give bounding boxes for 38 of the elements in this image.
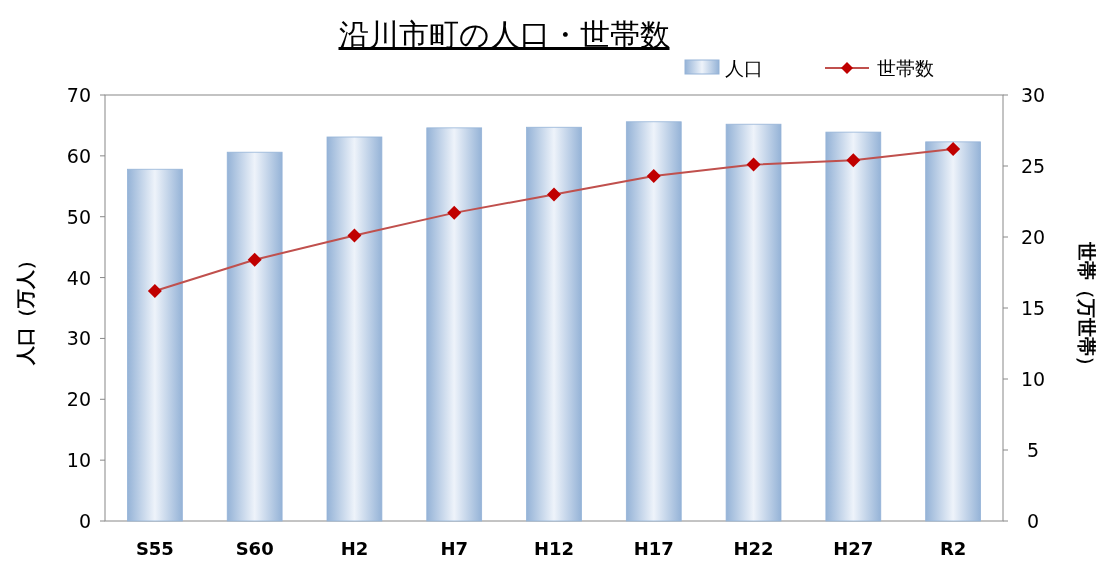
x-tick-label: S60 <box>235 538 274 559</box>
y2-tick-label: 20 <box>1020 226 1046 248</box>
y2-tick-label: 15 <box>1020 297 1046 319</box>
y2-tick-label: 0 <box>1026 510 1040 532</box>
bar <box>426 127 483 522</box>
y2-axis-title: 世帯（万世帯） <box>1076 240 1098 375</box>
bar <box>625 121 682 522</box>
y-axis-title: 人口（万人） <box>14 251 36 366</box>
bar <box>226 151 283 522</box>
x-tick-label: R2 <box>939 538 967 559</box>
bar <box>326 136 383 522</box>
y2-tick-label: 10 <box>1020 368 1046 390</box>
chart-title: 沿川市町の人口・世帯数 <box>338 17 670 52</box>
x-tick-label: H27 <box>833 538 874 559</box>
y-tick-label: 60 <box>66 144 91 167</box>
y2-tick-label: 30 <box>1020 84 1046 106</box>
bar <box>925 141 981 522</box>
bar <box>725 123 782 522</box>
y-tick-label: 50 <box>66 205 91 228</box>
y-tick-label: 30 <box>66 327 91 350</box>
bar <box>526 126 582 522</box>
x-tick-label: H2 <box>340 538 369 559</box>
y-tick-label: 40 <box>66 266 91 289</box>
x-tick-label: S55 <box>135 538 174 559</box>
bar <box>825 131 882 522</box>
y-tick-label: 70 <box>66 84 91 106</box>
x-tick-label: H22 <box>733 538 774 559</box>
bar <box>127 168 183 522</box>
x-tick-label: H12 <box>533 538 575 559</box>
legend-label: 世帯数 <box>877 57 934 79</box>
y-tick-label: 10 <box>66 449 91 472</box>
x-tick-label: H7 <box>440 538 469 559</box>
y2-tick-label: 25 <box>1020 155 1046 177</box>
y2-tick-label: 5 <box>1026 439 1040 461</box>
y-tick-label: 0 <box>78 510 91 532</box>
y-tick-label: 20 <box>66 388 91 411</box>
x-tick-label: H17 <box>633 538 674 559</box>
legend-label: 人口 <box>725 57 763 79</box>
